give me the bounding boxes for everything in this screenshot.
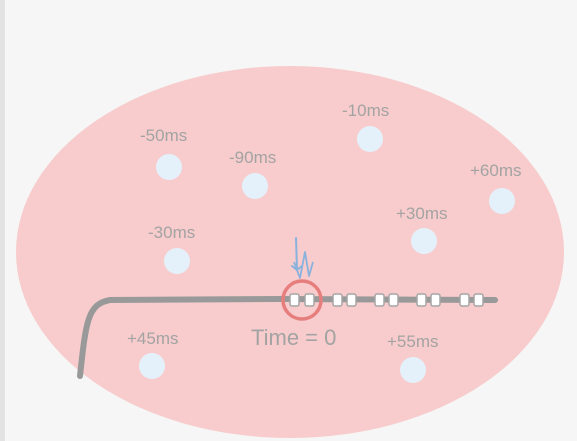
cell-node (411, 228, 437, 254)
spike-icon (291, 237, 314, 279)
cell-node (357, 126, 383, 152)
cell-label: -50ms (140, 126, 187, 145)
cell-label: -90ms (229, 148, 276, 167)
cell-node (139, 353, 165, 379)
myelin-segment (416, 293, 427, 307)
cell-label: +55ms (387, 332, 439, 351)
cells (139, 126, 515, 383)
axon-line (77, 295, 498, 379)
time-zero-label: Time = 0 (251, 325, 336, 350)
cell-label: +45ms (127, 329, 179, 348)
cell-labels: -50ms -90ms -10ms +60ms -30ms +30ms +45m… (127, 101, 522, 351)
cell-label: -10ms (342, 101, 389, 120)
myelin-segment (332, 293, 343, 307)
neuron-population-region (16, 66, 564, 438)
left-edge (0, 0, 5, 441)
cell-node (164, 248, 190, 274)
myelin-segment (430, 293, 441, 307)
myelin-segment (473, 293, 484, 307)
cell-node (489, 188, 515, 214)
cell-label: -30ms (148, 223, 195, 242)
myelin-segment (304, 293, 315, 307)
myelin-segment (374, 293, 385, 307)
cell-node (156, 154, 182, 180)
cell-label: +30ms (396, 204, 448, 223)
time-zero-highlight-ring (281, 279, 323, 321)
cell-node (242, 173, 268, 199)
myelin-segment (388, 293, 399, 307)
myelin-segment (459, 293, 470, 307)
cell-label: +60ms (470, 161, 522, 180)
myelin-segment (289, 293, 300, 307)
cell-node (400, 357, 426, 383)
myelin-segments (289, 293, 484, 307)
myelin-segment (346, 293, 357, 307)
